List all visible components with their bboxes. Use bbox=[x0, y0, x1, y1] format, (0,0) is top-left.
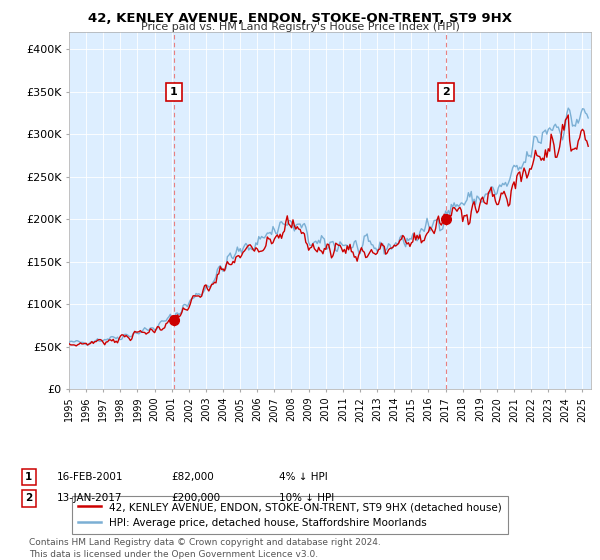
Text: 1: 1 bbox=[170, 87, 178, 97]
Text: £82,000: £82,000 bbox=[171, 472, 214, 482]
Text: 10% ↓ HPI: 10% ↓ HPI bbox=[279, 493, 334, 503]
Text: Price paid vs. HM Land Registry's House Price Index (HPI): Price paid vs. HM Land Registry's House … bbox=[140, 22, 460, 32]
Text: 13-JAN-2017: 13-JAN-2017 bbox=[57, 493, 122, 503]
Text: Contains HM Land Registry data © Crown copyright and database right 2024.
This d: Contains HM Land Registry data © Crown c… bbox=[29, 538, 380, 559]
Text: 2: 2 bbox=[25, 493, 32, 503]
Text: 42, KENLEY AVENUE, ENDON, STOKE-ON-TRENT, ST9 9HX: 42, KENLEY AVENUE, ENDON, STOKE-ON-TRENT… bbox=[88, 12, 512, 25]
Text: 4% ↓ HPI: 4% ↓ HPI bbox=[279, 472, 328, 482]
Legend: 42, KENLEY AVENUE, ENDON, STOKE-ON-TRENT, ST9 9HX (detached house), HPI: Average: 42, KENLEY AVENUE, ENDON, STOKE-ON-TRENT… bbox=[71, 496, 508, 534]
Text: 2: 2 bbox=[442, 87, 450, 97]
Text: £200,000: £200,000 bbox=[171, 493, 220, 503]
Text: 16-FEB-2001: 16-FEB-2001 bbox=[57, 472, 124, 482]
Text: 1: 1 bbox=[25, 472, 32, 482]
